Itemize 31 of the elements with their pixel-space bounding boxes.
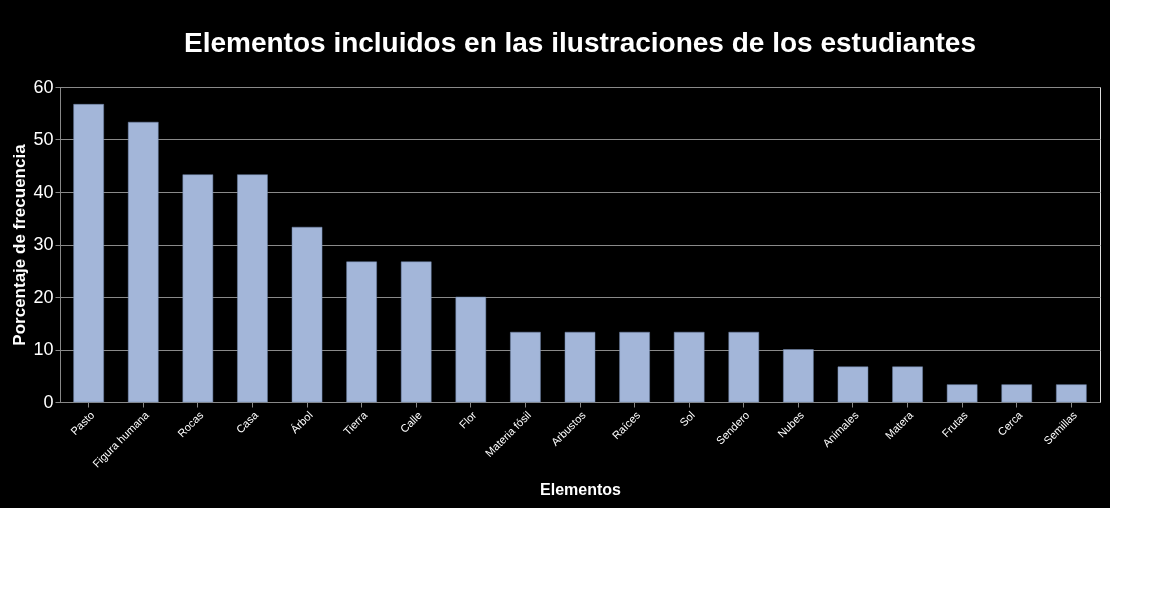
y-tick-label: 0: [43, 391, 54, 412]
x-axis-title: Elementos: [540, 480, 622, 498]
bar: [73, 104, 104, 403]
bar: [346, 261, 377, 403]
bar: [619, 331, 650, 403]
bar: [892, 366, 923, 403]
y-tick-label: 40: [33, 181, 54, 202]
x-tick-label: Sol: [677, 408, 697, 429]
bar: [400, 261, 432, 403]
bar: [510, 331, 541, 403]
bar: [455, 296, 487, 403]
y-tick-label: 30: [33, 234, 54, 254]
x-tick-label: Flor: [456, 408, 479, 431]
y-tick-label: 10: [33, 339, 54, 359]
bar: [237, 174, 268, 403]
chart-title: Elementos incluidos en las ilustraciones de los estudiantes: [183, 27, 977, 58]
bar: [673, 331, 705, 403]
bar: [1001, 384, 1033, 403]
bar: [291, 226, 323, 403]
bar: [783, 349, 814, 403]
y-axis-title: Porcentaje de frecuencia: [10, 143, 30, 346]
bar: [1056, 384, 1087, 403]
y-tick-label: 60: [33, 76, 54, 97]
y-tick-label: 20: [33, 286, 54, 307]
bar: [946, 384, 978, 403]
bar: [182, 174, 214, 403]
bar: [837, 366, 869, 403]
bar: [127, 121, 159, 403]
y-tick-label: 50: [33, 129, 54, 149]
bar: [564, 331, 596, 403]
bar: [728, 331, 760, 403]
